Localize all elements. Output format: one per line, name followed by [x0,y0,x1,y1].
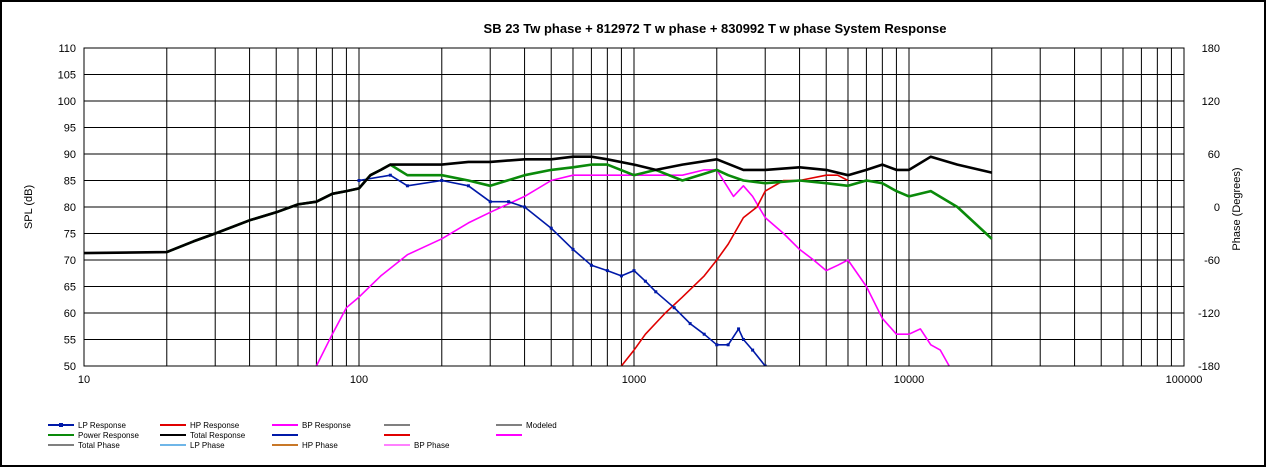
data-point [737,327,741,331]
data-series [84,155,993,366]
tick-labels: 10 100 1000 10000 10000050556065707580859095… [58,43,1220,386]
y2-tick-label: 60 [1208,149,1220,161]
data-point [654,290,658,294]
x-tick-label: 1000 [622,374,646,386]
data-point [726,343,730,347]
legend-label: Modeled [526,421,557,430]
data-point [357,179,361,182]
data-point [688,322,692,326]
y-axis-label: SPL (dB) [23,185,35,229]
data-point [571,247,575,251]
data-point [763,364,767,366]
chart-title: SB 23 Tw phase + 812972 T w phase + 8309… [484,21,947,36]
y2-tick-label: -60 [1204,255,1220,267]
data-point [619,274,623,278]
legend-label: HP Phase [302,441,338,450]
data-point [549,226,553,230]
data-point [589,263,593,267]
y-tick-label: 100 [58,96,76,108]
legend: LP Response HP Response BP Response Modeled… [48,421,557,450]
data-point [507,200,511,204]
data-point [741,338,745,341]
data-point [388,173,392,177]
y-tick-label: 70 [64,255,76,267]
data-point [440,179,444,182]
data-point [523,205,527,209]
data-point [751,348,755,352]
y2-tick-label: -180 [1198,361,1220,373]
data-point [466,184,470,188]
series-line-hp-response [620,174,849,366]
y-tick-label: 105 [58,70,76,82]
y2-tick-label: 180 [1202,43,1220,55]
x-tick-label: 10 [78,374,90,386]
y-tick-label: 80 [64,202,76,214]
data-point [405,184,409,188]
y-tick-label: 60 [64,308,76,320]
legend-label: Total Response [190,431,246,440]
data-point [632,269,636,273]
data-point [488,200,492,204]
x-tick-label: 100000 [1166,374,1203,386]
y-tick-label: 85 [64,176,76,188]
y-tick-label: 95 [64,123,76,135]
legend-label: Total Phase [78,441,120,450]
x-tick-label: 10000 [894,374,925,386]
y2-axis-label: Phase (Degrees) [1231,167,1243,250]
y-tick-label: 65 [64,282,76,294]
y-tick-label: 75 [64,229,76,241]
plot-area [83,47,1185,367]
legend-label: LP Phase [190,441,225,450]
y2-tick-label: -120 [1198,308,1220,320]
series-line-total-response [84,155,993,255]
y-tick-label: 50 [64,361,76,373]
data-point [605,269,609,273]
y2-tick-label: 120 [1202,96,1220,108]
data-point [643,279,647,283]
data-point [672,306,676,310]
data-point [715,343,719,347]
y2-tick-label: 0 [1214,202,1220,214]
y-tick-label: 55 [64,335,76,347]
y-tick-label: 90 [64,149,76,161]
x-tick-label: 100 [350,374,368,386]
legend-label: HP Response [190,421,240,430]
legend-label: Power Response [78,431,139,440]
legend-label: BP Response [302,421,351,430]
legend-marker [59,423,63,427]
data-point [702,332,706,336]
legend-label: LP Response [78,421,126,430]
legend-label: BP Phase [414,441,450,450]
y-tick-label: 110 [58,43,76,55]
